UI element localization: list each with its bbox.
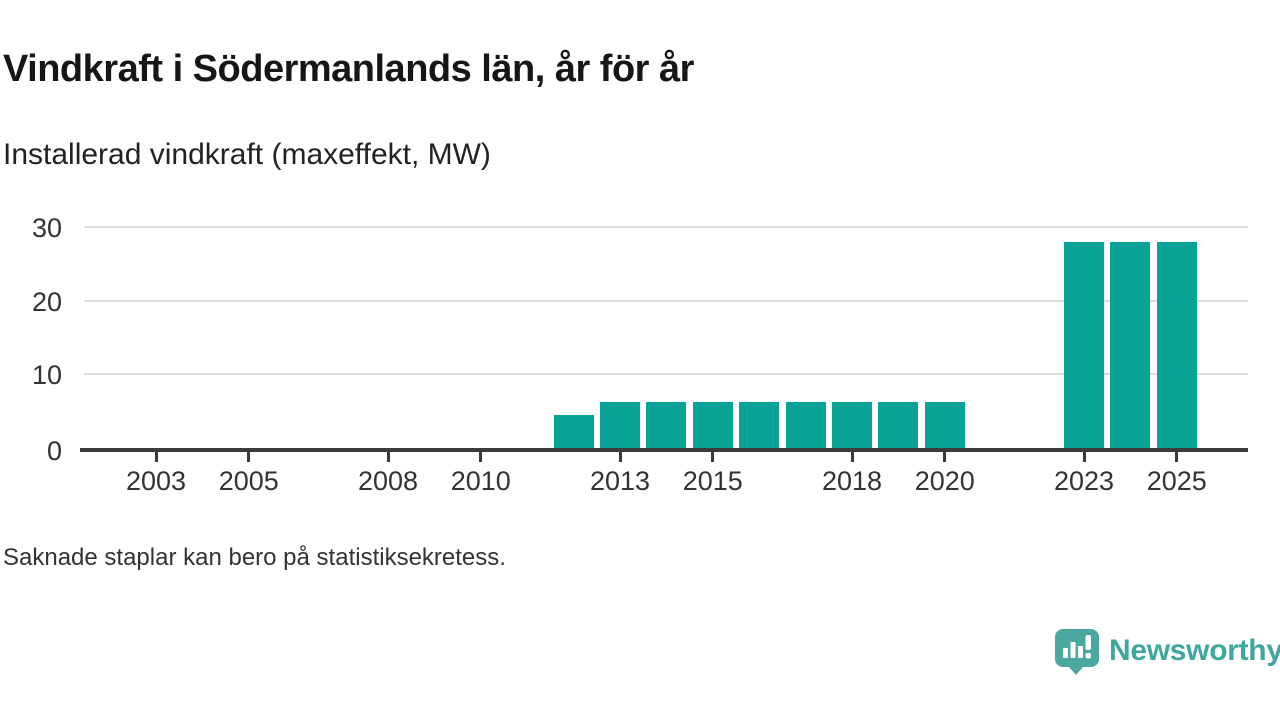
x-tick-2023 <box>1082 452 1086 462</box>
x-tick-2013 <box>618 452 622 462</box>
x-tick-2008 <box>386 452 390 462</box>
x-tick-2003 <box>154 452 158 462</box>
bar-2020 <box>924 401 965 448</box>
y-gridline-20 <box>84 299 1248 302</box>
x-tick-2025 <box>1175 452 1179 462</box>
bar-2024 <box>1110 241 1151 448</box>
x-axis-label-2010: 2010 <box>450 466 511 496</box>
bar-2012 <box>553 414 594 448</box>
x-axis-label-2018: 2018 <box>821 466 883 496</box>
bar-2025 <box>1156 241 1197 448</box>
y-axis-label-20: 20 <box>31 286 62 317</box>
bar-2014 <box>646 401 687 448</box>
x-axis-line <box>80 448 1248 452</box>
bar-2013 <box>600 401 640 448</box>
x-tick-2018 <box>850 452 854 462</box>
bar-2017 <box>785 401 826 448</box>
newsworthy-logo: Newsworthy <box>1053 627 1280 675</box>
bar-2019 <box>878 401 919 448</box>
bar-2018 <box>832 401 872 448</box>
x-axis-label-2005: 2005 <box>218 466 279 496</box>
x-axis-label-2020: 2020 <box>914 466 975 496</box>
chart-footnote: Saknade staplar kan bero på statistiksek… <box>3 544 506 571</box>
x-axis-label-2008: 2008 <box>357 466 419 496</box>
y-axis-label-30: 30 <box>31 212 62 243</box>
x-axis-label-2003: 2003 <box>125 466 187 496</box>
x-axis-label-2013: 2013 <box>589 466 651 496</box>
newsworthy-wordmark: Newsworthy <box>1109 634 1280 667</box>
bar-2023 <box>1064 241 1104 448</box>
y-axis-label-0: 0 <box>46 436 62 466</box>
chart-title: Vindkraft i Södermanlands län, år för år <box>3 48 694 90</box>
x-tick-2010 <box>479 452 483 462</box>
x-tick-2005 <box>247 452 251 462</box>
x-axis-label-2015: 2015 <box>682 466 743 496</box>
y-gridline-30 <box>84 225 1248 228</box>
x-tick-2015 <box>711 452 715 462</box>
chart-subtitle: Installerad vindkraft (maxeffekt, MW) <box>3 138 491 171</box>
bar-2015 <box>692 401 733 448</box>
x-axis-label-2023: 2023 <box>1053 466 1115 496</box>
x-axis-label-2025: 2025 <box>1146 466 1207 496</box>
y-axis-label-10: 10 <box>31 360 62 391</box>
x-tick-2020 <box>943 452 947 462</box>
newsworthy-speech-bubble-bars-icon <box>1055 629 1099 675</box>
bar-2016 <box>739 401 780 448</box>
y-gridline-10 <box>84 373 1248 376</box>
